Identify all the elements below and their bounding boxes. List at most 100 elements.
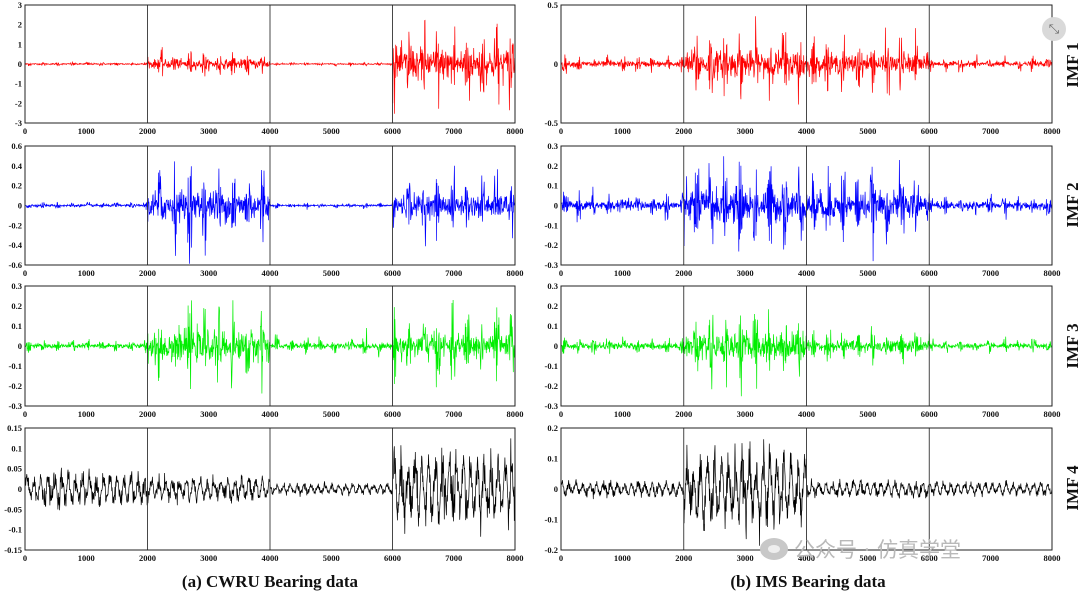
- ytick-label: 0.1: [547, 321, 558, 331]
- xtick-label: 0: [559, 409, 563, 419]
- xtick-label: 2000: [675, 268, 692, 278]
- xtick-label: 5000: [859, 268, 876, 278]
- ytick-label: -0.05: [4, 504, 22, 514]
- xtick-label: 4000: [262, 126, 279, 136]
- ytick-label: 0.4: [11, 161, 22, 171]
- xtick-label: 3000: [200, 553, 217, 563]
- ytick-label: 0.05: [7, 464, 22, 474]
- ytick-label: 0: [18, 484, 22, 494]
- xtick-label: 5000: [323, 126, 340, 136]
- xtick-label: 1000: [78, 268, 95, 278]
- ytick-label: 0: [18, 341, 22, 351]
- xtick-label: 1000: [78, 126, 95, 136]
- ytick-label: -0.2: [545, 545, 558, 555]
- xtick-label: 6000: [384, 126, 401, 136]
- ytick-label: -0.6: [9, 260, 22, 270]
- imf-label-3: IMF 3: [1063, 323, 1080, 368]
- ytick-label: -0.1: [545, 361, 558, 371]
- xtick-label: 3000: [200, 268, 217, 278]
- caption-right: (b) IMS Bearing data: [730, 572, 886, 591]
- xtick-label: 1000: [614, 268, 631, 278]
- xtick-label: 6000: [384, 409, 401, 419]
- ytick-label: 0.2: [547, 161, 558, 171]
- ytick-label: 0.2: [11, 181, 22, 191]
- ytick-label: 0.2: [547, 423, 558, 433]
- panel-8: 0.20.10-0.1-0.20 1000 2000 3000 4000 5000 6000…: [545, 423, 1061, 563]
- ytick-label: -2: [15, 98, 22, 108]
- xtick-label: 4000: [262, 553, 279, 563]
- expand-button[interactable]: ⤡: [1042, 17, 1066, 41]
- xtick-label: 5000: [323, 268, 340, 278]
- ytick-label: 0: [554, 484, 558, 494]
- ytick-label: -0.4: [9, 240, 23, 250]
- xtick-label: 6000: [921, 268, 938, 278]
- xtick-label: 7000: [982, 268, 999, 278]
- panel-frame: [24, 145, 516, 266]
- xtick-label: 8000: [1044, 409, 1061, 419]
- ytick-label: 0.1: [11, 443, 22, 453]
- imf-label-2: IMF 2: [1063, 182, 1080, 227]
- xtick-label: 5000: [859, 409, 876, 419]
- ytick-label: -0.3: [545, 401, 558, 411]
- xtick-label: 4000: [798, 126, 815, 136]
- xtick-label: 0: [23, 409, 27, 419]
- xtick-label: 2000: [139, 553, 156, 563]
- xtick-label: 2000: [675, 409, 692, 419]
- imf-label-4: IMF 4: [1063, 465, 1080, 511]
- xtick-label: 2000: [139, 268, 156, 278]
- xtick-label: 0: [23, 126, 27, 136]
- xtick-label: 6000: [384, 553, 401, 563]
- xtick-label: 3000: [200, 409, 217, 419]
- xtick-label: 3000: [737, 268, 754, 278]
- ytick-label: -0.1: [9, 525, 22, 535]
- xtick-label: 1000: [614, 409, 631, 419]
- xtick-label: 4000: [798, 268, 815, 278]
- ytick-label: -0.5: [545, 118, 558, 128]
- xtick-label: 4000: [262, 268, 279, 278]
- ytick-label: 0: [18, 201, 22, 211]
- panel-5: 0.30.20.10-0.1-0.2-0.30 1000 2000 3000 4000 5…: [9, 281, 524, 419]
- panel-frame: [24, 4, 516, 124]
- xtick-label: 7000: [445, 409, 462, 419]
- panel-frame: [24, 285, 516, 407]
- ytick-label: 2: [18, 20, 22, 30]
- panel-frame: [560, 145, 1053, 266]
- xtick-label: 6000: [384, 268, 401, 278]
- imf-label-1: IMF 1: [1063, 42, 1080, 87]
- xtick-label: 1000: [78, 553, 95, 563]
- ytick-label: 0.3: [11, 281, 22, 291]
- xtick-label: 3000: [737, 409, 754, 419]
- xtick-label: 7000: [445, 126, 462, 136]
- xtick-label: 5000: [323, 409, 340, 419]
- xtick-label: 0: [559, 268, 563, 278]
- ytick-label: 0.1: [547, 181, 558, 191]
- xtick-label: 6000: [921, 126, 938, 136]
- ytick-label: 0: [554, 201, 558, 211]
- ytick-label: -0.15: [4, 545, 22, 555]
- xtick-label: 3000: [737, 126, 754, 136]
- xtick-label: 4000: [798, 553, 815, 563]
- wechat-icon: [760, 538, 788, 560]
- panel-frame: [560, 427, 1053, 551]
- ytick-label: 0.15: [7, 423, 22, 433]
- ytick-label: -3: [15, 118, 22, 128]
- ytick-label: -0.3: [545, 260, 558, 270]
- xtick-label: 2000: [139, 409, 156, 419]
- xtick-label: 8000: [1044, 126, 1061, 136]
- xtick-label: 1000: [614, 553, 631, 563]
- expand-icon: ⤡: [1048, 21, 1060, 37]
- ytick-label: 0.5: [547, 0, 558, 10]
- xtick-label: 8000: [507, 553, 524, 563]
- ytick-label: 0.2: [11, 301, 22, 311]
- ytick-label: 0.3: [547, 281, 558, 291]
- xtick-label: 3000: [737, 553, 754, 563]
- xtick-label: 2000: [139, 126, 156, 136]
- panel-frame: [24, 427, 516, 551]
- ytick-label: 0: [554, 59, 558, 69]
- caption-left: (a) CWRU Bearing data: [182, 572, 359, 591]
- xtick-label: 2000: [675, 553, 692, 563]
- ytick-label: 0.3: [547, 141, 558, 151]
- xtick-label: 8000: [507, 268, 524, 278]
